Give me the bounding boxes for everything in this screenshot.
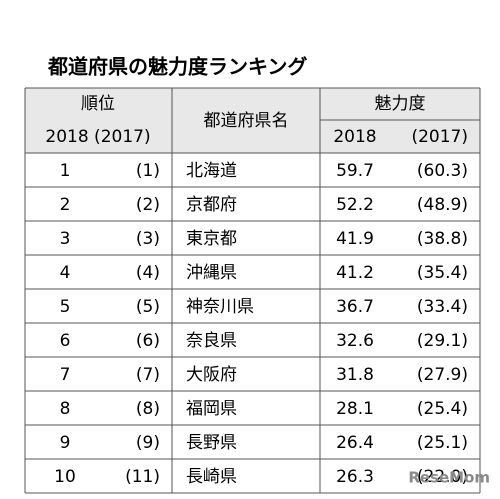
table-cell: (48.9) <box>417 195 468 215</box>
table-cell: 41.9 <box>336 229 374 249</box>
table-cell: 長崎県 <box>186 467 237 487</box>
table-cell: 北海道 <box>186 161 237 181</box>
table-cell: (38.8) <box>417 229 468 249</box>
table-cell: 9 <box>60 433 71 453</box>
column-header: 順位 <box>81 94 115 114</box>
table-cell: 沖縄県 <box>186 263 237 283</box>
table-cell: 奈良県 <box>186 331 237 351</box>
table-cell: 京都府 <box>186 195 237 215</box>
table-cell: 7 <box>60 365 71 385</box>
table-cell: (3) <box>136 229 160 249</box>
table-cell: (6) <box>136 331 160 351</box>
table-cell: 52.2 <box>336 195 374 215</box>
table-cell: (5) <box>136 297 160 317</box>
table-cell: (8) <box>136 399 160 419</box>
table-cell: (25.4) <box>417 399 468 419</box>
column-header: 都道府県名 <box>204 111 289 131</box>
table-cell: (1) <box>136 161 160 181</box>
table-cell: (11) <box>125 467 160 487</box>
table-cell: (33.4) <box>417 297 468 317</box>
table-cell: 6 <box>60 331 71 351</box>
table-cell: 大阪府 <box>186 365 237 385</box>
table-cell: 31.8 <box>336 365 374 385</box>
table-cell: (9) <box>136 433 160 453</box>
table-cell: 2 <box>60 195 71 215</box>
title: 都道府県の魅力度ランキング <box>47 55 307 79</box>
table-cell: (25.1) <box>417 433 468 453</box>
table-cell: 5 <box>60 297 71 317</box>
table-cell: 26.3 <box>336 467 374 487</box>
table-cell: (35.4) <box>417 263 468 283</box>
table-cell: (7) <box>136 365 160 385</box>
table-cell: 36.7 <box>336 297 374 317</box>
table-cell: 4 <box>60 263 71 283</box>
table-cell: 東京都 <box>186 229 237 249</box>
table-cell: 長野県 <box>186 433 237 453</box>
table-cell: (27.9) <box>417 365 468 385</box>
table-cell: (2) <box>136 195 160 215</box>
table-cell: 福岡県 <box>186 399 237 419</box>
column-header: 魅力度 <box>375 94 426 114</box>
column-header: (2017) <box>411 127 468 147</box>
table-cell: 1 <box>60 161 71 181</box>
table-cell: (22.0) <box>417 467 468 487</box>
table-cell: (4) <box>136 263 160 283</box>
table-grid <box>24 87 481 494</box>
column-header: 2018 <box>333 127 376 147</box>
table-cell: (60.3) <box>417 161 468 181</box>
table-cell: 神奈川県 <box>186 297 254 317</box>
table-cell: 10 <box>54 467 76 487</box>
table-cell: 28.1 <box>336 399 374 419</box>
table-cell: (29.1) <box>417 331 468 351</box>
table-cell: 3 <box>60 229 71 249</box>
table-cell: 26.4 <box>336 433 374 453</box>
table-cell: 41.2 <box>336 263 374 283</box>
table-cell: 59.7 <box>336 161 374 181</box>
column-header: 2018 (2017) <box>45 127 150 147</box>
table-cell: 8 <box>60 399 71 419</box>
table-cell: 32.6 <box>336 331 374 351</box>
watermark: ReseMom <box>408 469 490 487</box>
